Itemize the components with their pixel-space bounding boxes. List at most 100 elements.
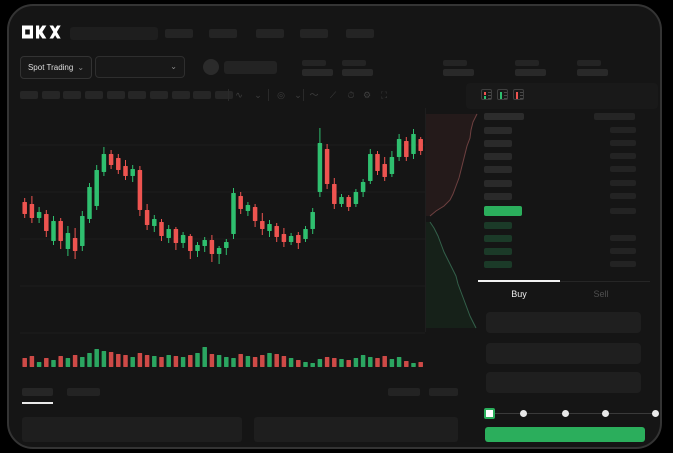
- bid-price-placeholder[interactable]: [484, 248, 512, 255]
- ask-amount-placeholder: [610, 127, 636, 133]
- ask-price-placeholder[interactable]: [484, 140, 512, 147]
- nav-item-placeholder[interactable]: [346, 29, 374, 38]
- fullscreen-icon[interactable]: ⛶: [380, 90, 388, 100]
- stat-value-placeholder: [302, 69, 333, 76]
- chevron-down-icon[interactable]: ⌄: [254, 90, 262, 100]
- app-window: Spot Trading ⌄ ⌄ ∿ ⌄ ◎ ⌄ 〜 ⟋ ⏱ ⚙ ⛶: [7, 4, 662, 449]
- indicator-line-icon[interactable]: ∿: [235, 90, 243, 100]
- chevron-down-icon: ⌄: [170, 62, 177, 71]
- volume-chart[interactable]: [20, 338, 425, 367]
- buy-submit-button[interactable]: [485, 427, 645, 442]
- chevron-down-icon[interactable]: ⌄: [294, 90, 302, 100]
- tab-buy-label: Buy: [511, 289, 527, 299]
- book-col-header-price: [484, 113, 524, 120]
- interval-button-placeholder[interactable]: [193, 91, 211, 99]
- ask-amount-placeholder: [610, 193, 636, 199]
- bottom-tab-indicator: [22, 402, 53, 404]
- stat-label-placeholder: [342, 60, 366, 66]
- order-book-header-bg: [466, 83, 658, 109]
- bid-amount-placeholder: [610, 261, 636, 267]
- toolbar-divider: [268, 89, 269, 101]
- slider-stop[interactable]: [562, 410, 569, 417]
- toolbar-divider: [228, 89, 229, 101]
- nav-item-placeholder[interactable]: [209, 29, 237, 38]
- tab-buy[interactable]: Buy: [478, 289, 560, 299]
- last-price-bar[interactable]: [484, 206, 522, 216]
- bottom-panel-2: [254, 417, 458, 442]
- compare-icon[interactable]: ◎: [277, 90, 285, 100]
- book-combined-view-icon[interactable]: [481, 89, 492, 100]
- interval-button-placeholder[interactable]: [172, 91, 190, 99]
- okx-logo-icon: [22, 25, 61, 39]
- stat-label-placeholder: [443, 60, 467, 66]
- ask-amount-placeholder: [610, 153, 636, 159]
- stat-label-placeholder: [577, 60, 601, 66]
- trade-tabs-divider: [478, 281, 650, 282]
- nav-item-placeholder[interactable]: [165, 29, 193, 38]
- depth-chart[interactable]: [425, 108, 479, 332]
- stat-value-placeholder: [342, 69, 373, 76]
- bottom-right-action-1[interactable]: [388, 388, 420, 396]
- tab-sell[interactable]: Sell: [560, 289, 642, 299]
- bottom-right-action-2[interactable]: [429, 388, 458, 396]
- amount-slider-track[interactable]: [489, 413, 655, 414]
- interval-button-placeholder[interactable]: [107, 91, 125, 99]
- ask-price-placeholder[interactable]: [484, 193, 512, 200]
- slider-stop[interactable]: [652, 410, 659, 417]
- chevron-down-icon: ⌄: [77, 62, 85, 72]
- bid-price-placeholder[interactable]: [484, 222, 512, 229]
- stat-value-placeholder: [515, 69, 546, 76]
- interval-button-placeholder[interactable]: [63, 91, 81, 99]
- nav-item-placeholder[interactable]: [300, 29, 328, 38]
- candlestick-chart[interactable]: [20, 108, 425, 338]
- amount-input[interactable]: [486, 343, 641, 364]
- snapshot-icon[interactable]: ⏱: [347, 90, 355, 100]
- ask-price-placeholder[interactable]: [484, 166, 512, 173]
- brush-icon[interactable]: ⟋: [329, 90, 337, 100]
- pair-name-placeholder: [224, 61, 277, 74]
- ask-price-placeholder[interactable]: [484, 180, 512, 187]
- bid-amount-placeholder: [610, 248, 636, 254]
- slider-stop[interactable]: [602, 410, 609, 417]
- ask-price-placeholder[interactable]: [484, 153, 512, 160]
- market-type-label: Spot Trading: [27, 63, 74, 72]
- settings-icon[interactable]: ⚙: [362, 90, 372, 100]
- book-col-header-amount: [594, 113, 635, 120]
- stat-label-placeholder: [515, 60, 539, 66]
- stat-value-placeholder: [577, 69, 608, 76]
- slider-stop[interactable]: [520, 410, 527, 417]
- interval-button-placeholder[interactable]: [128, 91, 146, 99]
- book-bids-view-icon[interactable]: [497, 89, 508, 100]
- tab-sell-label: Sell: [593, 289, 609, 299]
- bottom-panel-1: [22, 417, 242, 442]
- bid-price-placeholder[interactable]: [484, 235, 512, 242]
- ask-amount-placeholder: [610, 180, 636, 186]
- ask-amount-placeholder: [610, 166, 636, 172]
- slider-handle[interactable]: [484, 408, 495, 419]
- bottom-tab-2[interactable]: [67, 388, 100, 396]
- toolbar-divider: [303, 89, 304, 101]
- buy-tab-indicator: [478, 280, 560, 282]
- book-asks-view-icon[interactable]: [513, 89, 524, 100]
- stat-label-placeholder: [302, 60, 326, 66]
- nav-search-input[interactable]: [70, 27, 158, 40]
- interval-button-placeholder[interactable]: [215, 91, 233, 99]
- draw-line-icon[interactable]: 〜: [309, 90, 319, 100]
- total-input[interactable]: [486, 372, 641, 393]
- pair-avatar: [203, 59, 219, 75]
- bid-amount-placeholder: [610, 235, 636, 241]
- ask-amount-placeholder: [610, 140, 636, 146]
- interval-button-placeholder[interactable]: [20, 91, 38, 99]
- interval-button-placeholder[interactable]: [150, 91, 168, 99]
- pair-selector-dropdown[interactable]: ⌄: [95, 56, 185, 78]
- market-type-selector[interactable]: Spot Trading ⌄: [20, 56, 92, 79]
- price-input[interactable]: [486, 312, 641, 333]
- nav-item-placeholder[interactable]: [256, 29, 284, 38]
- interval-button-placeholder[interactable]: [85, 91, 103, 99]
- okx-logo[interactable]: [22, 25, 64, 39]
- interval-button-placeholder[interactable]: [42, 91, 60, 99]
- bid-price-placeholder[interactable]: [484, 261, 512, 268]
- ask-price-placeholder[interactable]: [484, 127, 512, 134]
- bottom-tab-1[interactable]: [22, 388, 53, 396]
